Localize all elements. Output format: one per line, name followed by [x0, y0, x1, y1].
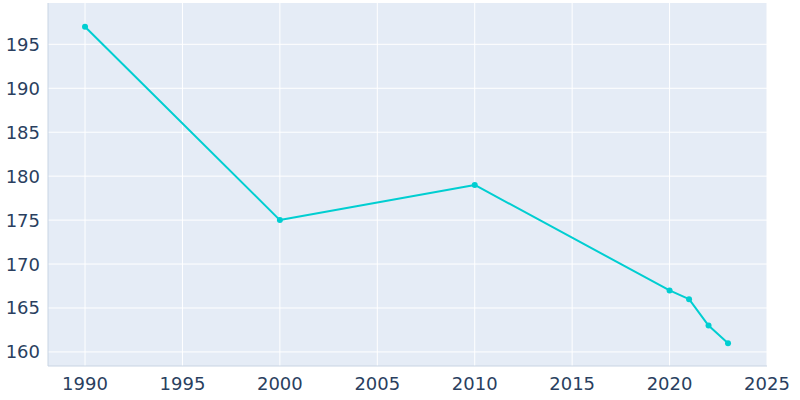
x-grid-line: [377, 3, 378, 366]
x-tick-label: 2020: [647, 373, 693, 394]
y-tick-label: 170: [6, 254, 40, 275]
y-tick-label: 165: [6, 297, 40, 318]
x-grid-line: [572, 3, 573, 366]
marker: [277, 217, 283, 223]
x-tick-label: 2025: [744, 373, 790, 394]
x-tick-label: 2010: [452, 373, 498, 394]
x-tick-label: 2015: [549, 373, 595, 394]
y-grid-line: [48, 351, 767, 352]
y-tick-label: 185: [6, 122, 40, 143]
y-tick-label: 175: [6, 210, 40, 231]
plot-background: [48, 3, 767, 366]
x-grid-line: [767, 3, 768, 366]
line: [85, 27, 728, 343]
marker: [725, 340, 731, 346]
y-axis-line: [48, 3, 49, 366]
x-grid-line: [182, 3, 183, 366]
x-tick-label: 1995: [160, 373, 206, 394]
y-grid-line: [48, 264, 767, 265]
y-tick-label: 180: [6, 166, 40, 187]
marker: [706, 323, 712, 329]
y-grid-line: [48, 44, 767, 45]
y-grid-line: [48, 307, 767, 308]
x-tick-label: 1990: [62, 373, 108, 394]
y-grid-line: [48, 176, 767, 177]
y-grid-line: [48, 88, 767, 89]
series-group: [82, 24, 731, 346]
chart-container: 160 165 170 175 180 185 190 195 1990 1995 2000 2005…: [0, 0, 800, 400]
x-grid-line: [279, 3, 280, 366]
marker: [686, 296, 692, 302]
marker: [82, 24, 88, 30]
y-grid-line: [48, 220, 767, 221]
x-tick-label: 2000: [257, 373, 303, 394]
chart: 160 165 170 175 180 185 190 195 1990 1995 2000 2005…: [0, 0, 800, 400]
x-axis-line: [48, 366, 767, 367]
x-grid-line: [85, 3, 86, 366]
y-tick-label: 190: [6, 78, 40, 99]
marker: [667, 287, 673, 293]
y-tick-label: 195: [6, 34, 40, 55]
x-tick-label: 2005: [354, 373, 400, 394]
x-grid-line: [669, 3, 670, 366]
y-tick-label: 160: [6, 341, 40, 362]
y-grid-line: [48, 132, 767, 133]
marker: [472, 182, 478, 188]
